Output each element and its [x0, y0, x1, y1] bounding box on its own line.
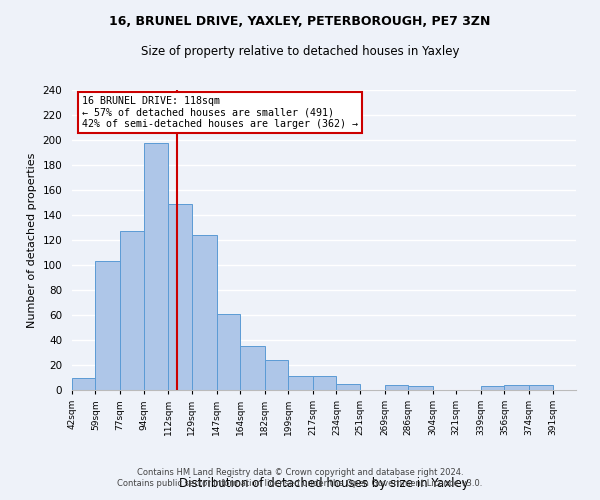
- Text: 16, BRUNEL DRIVE, YAXLEY, PETERBOROUGH, PE7 3ZN: 16, BRUNEL DRIVE, YAXLEY, PETERBOROUGH, …: [109, 15, 491, 28]
- Bar: [529, 385, 553, 390]
- Bar: [265, 360, 288, 390]
- Bar: [95, 261, 120, 390]
- Bar: [385, 385, 408, 390]
- Bar: [143, 142, 169, 390]
- Bar: [72, 378, 95, 390]
- Bar: [337, 384, 360, 390]
- Text: Size of property relative to detached houses in Yaxley: Size of property relative to detached ho…: [141, 45, 459, 58]
- Text: 16 BRUNEL DRIVE: 118sqm
← 57% of detached houses are smaller (491)
42% of semi-d: 16 BRUNEL DRIVE: 118sqm ← 57% of detache…: [82, 96, 358, 129]
- Text: Contains HM Land Registry data © Crown copyright and database right 2024.
Contai: Contains HM Land Registry data © Crown c…: [118, 468, 482, 487]
- Bar: [192, 235, 217, 390]
- Y-axis label: Number of detached properties: Number of detached properties: [27, 152, 37, 328]
- Bar: [169, 204, 192, 390]
- Bar: [217, 314, 240, 390]
- Bar: [120, 231, 143, 390]
- Bar: [288, 376, 313, 390]
- Bar: [505, 385, 529, 390]
- Bar: [481, 386, 505, 390]
- X-axis label: Distribution of detached houses by size in Yaxley: Distribution of detached houses by size …: [179, 477, 469, 490]
- Bar: [240, 346, 265, 390]
- Bar: [313, 376, 337, 390]
- Bar: [408, 386, 433, 390]
